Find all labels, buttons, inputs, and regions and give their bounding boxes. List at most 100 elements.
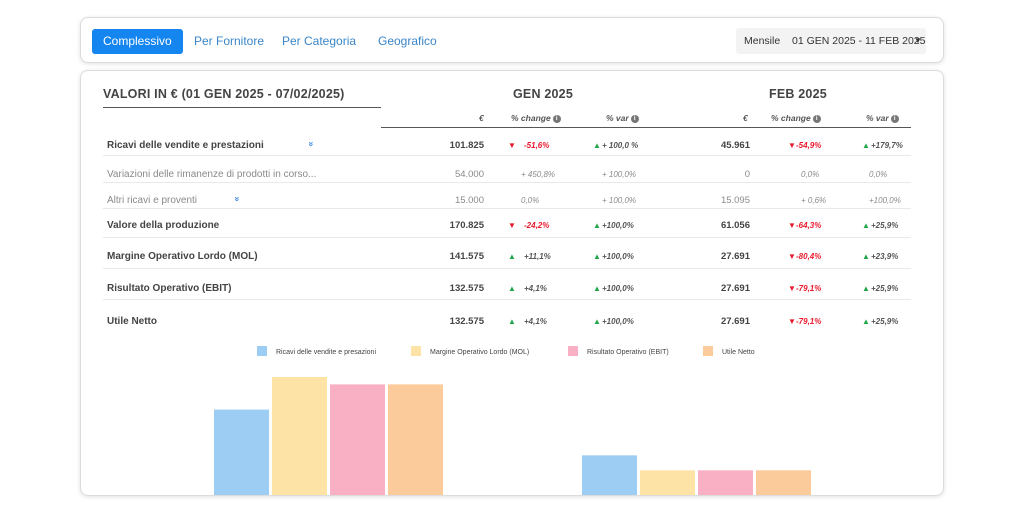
- feb-var: +25,9%: [871, 317, 898, 326]
- gen-value: 15.000: [454, 195, 484, 206]
- row-separator: [103, 268, 911, 269]
- arrow-down-icon: ▼: [788, 252, 796, 261]
- feb-change-text: 0,0%: [801, 170, 820, 179]
- arrow-up-icon: ▲: [593, 252, 601, 261]
- granularity-label: Mensile: [744, 35, 781, 47]
- gen-var: +100,0%: [602, 284, 634, 293]
- feb-change-text: -79,1%: [796, 284, 822, 293]
- gen-change-text: 0,0%: [521, 196, 540, 205]
- legend-item[interactable]: Ricavi delle vendite e presazioni: [257, 346, 376, 356]
- arrow-up-icon: ▲: [508, 284, 516, 293]
- arrow-up-icon: ▲: [862, 141, 870, 150]
- gen-var-text: +100,0%: [602, 284, 634, 293]
- info-icon[interactable]: i: [812, 115, 821, 123]
- feb-var-text: 0,0%: [869, 170, 888, 179]
- gen-var: + 100,0%: [602, 196, 636, 205]
- arrow-up-icon: ▲: [593, 221, 601, 230]
- feb-change-text: -79,1%: [796, 317, 822, 326]
- feb-var-text: +179,7%: [871, 141, 903, 150]
- feb-var: +23,9%: [871, 252, 898, 261]
- arrow-up-icon: ▲: [508, 252, 516, 261]
- header-change-feb: % change i: [771, 113, 821, 123]
- bar-feb-2[interactable]: [640, 470, 695, 496]
- legend-item[interactable]: Utile Netto: [703, 346, 755, 356]
- row-label: Ricavi delle vendite e prestazioni: [107, 140, 264, 151]
- bar-gen-4[interactable]: [388, 384, 443, 496]
- feb-var: 0,0%: [869, 170, 887, 179]
- header-value-feb: €: [743, 113, 748, 123]
- row-label: Margine Operativo Lordo (MOL): [107, 251, 258, 262]
- feb-var-text: +25,9%: [871, 221, 899, 230]
- feb-change: -79,1%: [796, 317, 821, 326]
- gen-var: +100,0%: [602, 317, 634, 326]
- bar-feb-1[interactable]: [582, 455, 637, 496]
- title-underline: [103, 107, 381, 108]
- gen-change: +4,1%: [524, 317, 547, 326]
- info-icon[interactable]: i: [630, 115, 639, 123]
- row-separator: [103, 155, 911, 156]
- row-separator: [103, 182, 911, 183]
- tab-complessivo[interactable]: Complessivo: [92, 29, 183, 54]
- column-group-gen: GEN 2025: [513, 87, 573, 101]
- gen-var: +100,0%: [602, 221, 634, 230]
- legend-label: Ricavi delle vendite e presazioni: [276, 349, 376, 356]
- feb-change-text: -64,3%: [796, 221, 822, 230]
- gen-var-text: + 100,0%: [602, 196, 637, 205]
- bar-feb-4[interactable]: [756, 470, 811, 496]
- feb-change: + 0,6%: [801, 196, 826, 205]
- header-change-gen: % change i: [511, 113, 561, 123]
- info-icon[interactable]: i: [890, 115, 899, 123]
- gen-var: +100,0%: [602, 252, 634, 261]
- gen-var-text: +100,0%: [602, 252, 634, 261]
- table-title: VALORI IN € (01 GEN 2025 - 07/02/2025): [103, 87, 345, 101]
- gen-var-text: +100,0%: [602, 221, 634, 230]
- legend-label: Risultato Operativo (EBIT): [587, 349, 669, 356]
- gen-change-text: +11,1%: [524, 252, 551, 261]
- feb-var-text: +23,9%: [871, 252, 899, 261]
- feb-var-text: +100,0%: [869, 196, 901, 205]
- legend-item[interactable]: Margine Operativo Lordo (MOL): [411, 346, 529, 356]
- gen-change-text: +4,1%: [524, 317, 547, 326]
- chevron-down-icon: ▼: [914, 36, 922, 45]
- gen-var: + 100,0%: [602, 170, 636, 179]
- gen-var-text: + 100,0 %: [602, 141, 639, 150]
- feb-var: +25,9%: [871, 284, 898, 293]
- gen-change: + 450,8%: [521, 170, 555, 179]
- row-separator: [103, 237, 911, 238]
- arrow-up-icon: ▲: [508, 317, 516, 326]
- bar-feb-3[interactable]: [698, 470, 753, 496]
- tab-per-categoria[interactable]: Per Categoria: [282, 34, 357, 48]
- legend-swatch: [703, 346, 713, 356]
- tab-per-fornitore[interactable]: Per Fornitore: [194, 34, 265, 48]
- row-separator: [103, 299, 911, 300]
- bar-chart: [214, 377, 811, 496]
- gen-change: +11,1%: [524, 252, 551, 261]
- gen-value: 141.575: [449, 251, 484, 262]
- legend-label: Utile Netto: [722, 349, 755, 356]
- feb-change-text: -54,9%: [796, 141, 822, 150]
- filter-bar: Complessivo Per Fornitore Per Categoria …: [80, 17, 944, 63]
- arrow-down-icon: ▼: [788, 141, 796, 150]
- arrow-up-icon: ▲: [593, 317, 601, 326]
- feb-value: 27.691: [720, 283, 750, 294]
- gen-value: 132.575: [449, 283, 484, 294]
- row-label: Utile Netto: [107, 316, 157, 327]
- column-group-feb: FEB 2025: [769, 87, 827, 101]
- bar-gen-2[interactable]: [272, 377, 327, 496]
- arrow-up-icon: ▲: [593, 141, 601, 150]
- legend-label: Margine Operativo Lordo (MOL): [430, 349, 530, 356]
- tab-geografico[interactable]: Geografico: [378, 34, 437, 48]
- row-label: Altri ricavi e proventi: [107, 195, 198, 206]
- legend-item[interactable]: Risultato Operativo (EBIT): [568, 346, 669, 356]
- arrow-up-icon: ▲: [862, 252, 870, 261]
- feb-var: +25,9%: [871, 221, 898, 230]
- gen-var-text: +100,0%: [602, 317, 634, 326]
- feb-value: 61.056: [720, 220, 750, 231]
- feb-value: 45.961: [720, 140, 750, 151]
- info-icon[interactable]: i: [552, 115, 561, 123]
- legend-swatch: [411, 346, 421, 356]
- period-selector[interactable]: Mensile 01 GEN 2025 - 11 FEB 2025 ▼: [736, 28, 926, 54]
- bar-gen-3[interactable]: [330, 384, 385, 496]
- bar-gen-1[interactable]: [214, 409, 269, 496]
- gen-value: 101.825: [449, 140, 484, 151]
